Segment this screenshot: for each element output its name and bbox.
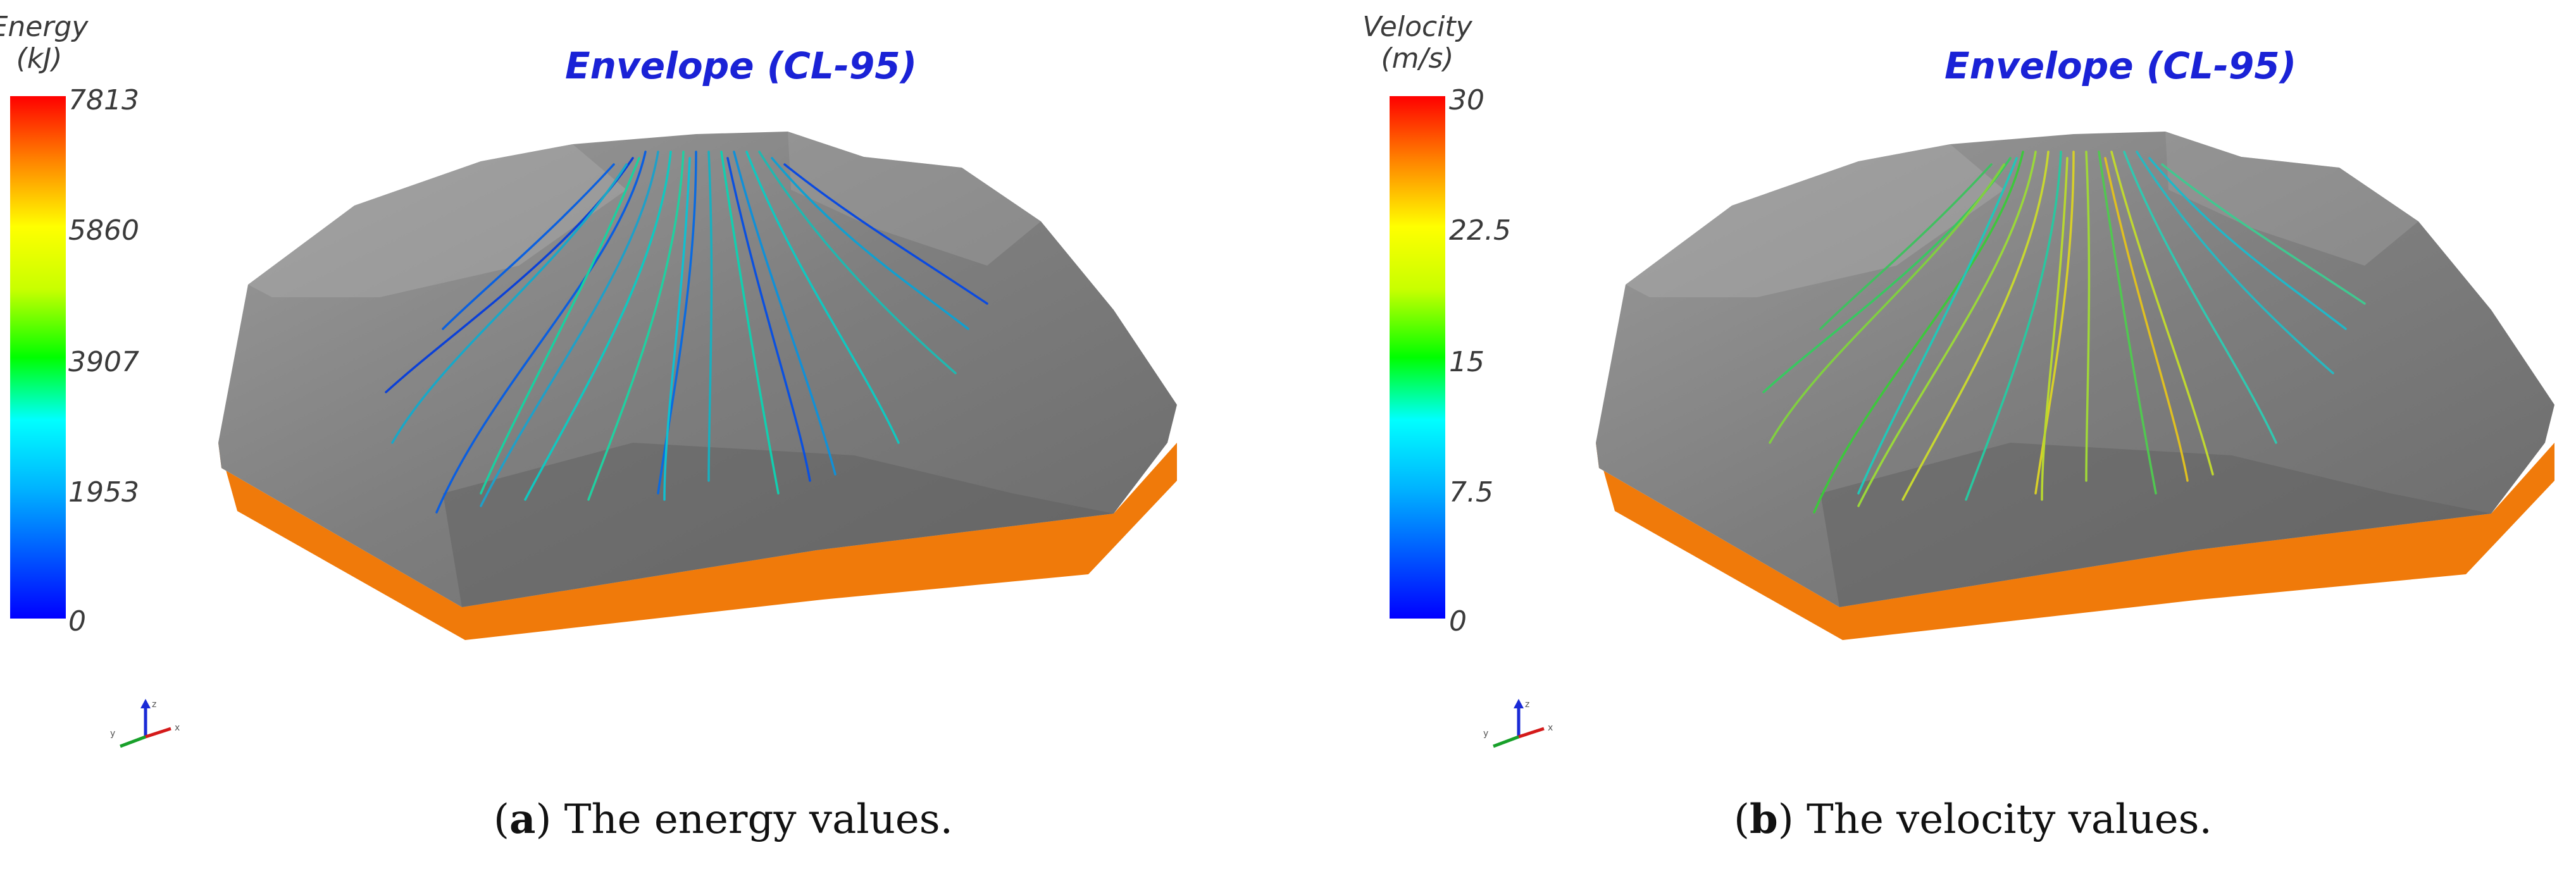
colorbar-tick: 30	[1449, 84, 1484, 116]
panel-velocity: Velocity (m/s) 30 22.5 15 7.5 0 Envelope…	[1362, 0, 2576, 869]
colorbar-tick: 7813	[68, 84, 139, 116]
axis-label-y: y	[1483, 729, 1488, 739]
caption-letter: b	[1749, 796, 1778, 843]
terrain-model	[218, 132, 1177, 640]
trajectories	[1762, 151, 2366, 514]
axis-label-z: z	[152, 700, 156, 710]
colorbar-tick: 0	[68, 605, 86, 638]
colorbar-tick: 0	[1449, 605, 1467, 638]
colorbar	[1390, 96, 1445, 619]
plot-title: Envelope (CL-95)	[565, 44, 918, 87]
colorbar-tick: 15	[1449, 346, 1484, 378]
axis-label-y: y	[110, 729, 115, 739]
axis-label-x: x	[175, 723, 180, 733]
colorbar-title-line2: (kJ)	[16, 42, 63, 75]
plot-title: Envelope (CL-95)	[1944, 44, 2297, 87]
caption: (b) The velocity values.	[1734, 796, 2212, 843]
panel-energy: Energy (kJ) 7813 5860 3907 1953 0 Envelo…	[0, 11, 1177, 843]
colorbar-title-line2: (m/s)	[1381, 42, 1454, 75]
colorbar-title: Energy (kJ)	[0, 11, 115, 75]
colorbar	[10, 96, 66, 619]
caption: (a) The energy values.	[494, 796, 953, 843]
terrain-base	[1596, 443, 2554, 640]
trajectories	[385, 151, 988, 514]
axes-triad: z x y	[110, 699, 180, 748]
caption-letter: a	[509, 796, 536, 843]
colorbar-tick: 1953	[68, 476, 139, 508]
colorbar-title-line1: Velocity	[1362, 11, 1472, 43]
axis-label-z: z	[1525, 700, 1529, 710]
colorbar-tick: 3907	[68, 346, 139, 378]
terrain-model	[1596, 132, 2554, 640]
axes-triad: z x y	[1483, 699, 1553, 748]
colorbar-title: Velocity (m/s)	[1341, 11, 1493, 75]
colorbar-title-line1: Energy	[0, 11, 89, 43]
colorbar-tick: 5860	[68, 214, 139, 247]
terrain-base	[218, 443, 1177, 640]
axis-label-x: x	[1548, 723, 1553, 733]
colorbar-tick: 7.5	[1449, 476, 1493, 508]
colorbar-tick: 22.5	[1449, 214, 1511, 247]
